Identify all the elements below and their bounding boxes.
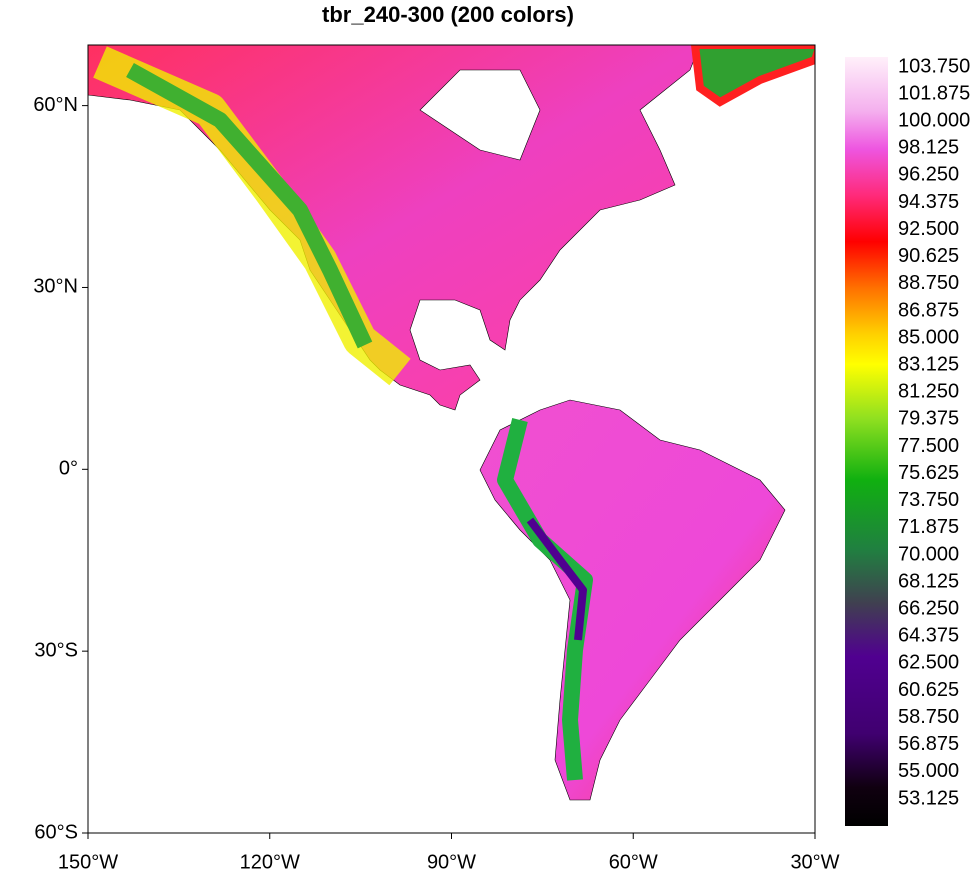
colorbar-label: 60.625 bbox=[898, 679, 959, 701]
colorbar-label: 98.125 bbox=[898, 137, 959, 159]
colorbar-label: 53.125 bbox=[898, 787, 959, 809]
land bbox=[88, 45, 815, 801]
colorbar bbox=[845, 57, 888, 826]
colorbar-label: 81.250 bbox=[898, 381, 959, 403]
colorbar-label: 64.375 bbox=[898, 625, 959, 647]
y-tick-label: 60°S bbox=[34, 821, 78, 843]
andes bbox=[497, 418, 593, 781]
greenland bbox=[690, 45, 815, 107]
x-tick-label: 120°W bbox=[240, 851, 300, 873]
y-tick-label: 60°N bbox=[33, 94, 78, 116]
colorbar-label: 94.375 bbox=[898, 191, 959, 213]
colorbar-label: 83.125 bbox=[898, 354, 959, 376]
colorbar-label: 71.875 bbox=[898, 516, 959, 538]
colorbar-label: 90.625 bbox=[898, 245, 959, 267]
colorbar-label: 92.500 bbox=[898, 218, 959, 240]
x-tick-label: 30°W bbox=[790, 851, 839, 873]
colorbar-label: 62.500 bbox=[898, 652, 959, 674]
x-tick-label: 150°W bbox=[58, 851, 118, 873]
colorbar-label: 66.250 bbox=[898, 598, 959, 620]
colorbar-label: 68.125 bbox=[898, 570, 959, 592]
x-tick-label: 90°W bbox=[427, 851, 476, 873]
colorbar-label: 55.000 bbox=[898, 760, 959, 782]
colorbar-label: 70.000 bbox=[898, 543, 959, 565]
colorbar-label: 56.875 bbox=[898, 733, 959, 755]
y-tick-label: 30°S bbox=[34, 639, 78, 661]
andes-high bbox=[526, 517, 587, 641]
colorbar-label: 77.500 bbox=[898, 435, 959, 457]
y-tick-label: 0° bbox=[59, 458, 78, 480]
colorbar-label: 86.875 bbox=[898, 299, 959, 321]
y-tick-label: 30°N bbox=[33, 276, 78, 298]
x-tick-label: 60°W bbox=[609, 851, 658, 873]
colorbar-label: 75.625 bbox=[898, 462, 959, 484]
colorbar-label: 79.375 bbox=[898, 408, 959, 430]
colorbar-label: 96.250 bbox=[898, 164, 959, 186]
rockies-high bbox=[126, 63, 373, 349]
hudson-bay bbox=[419, 69, 541, 161]
map-title: tbr_240-300 (200 colors) bbox=[322, 2, 574, 27]
colorbar-label: 85.000 bbox=[898, 326, 959, 348]
colorbar-label: 73.750 bbox=[898, 489, 959, 511]
colorbar-label: 58.750 bbox=[898, 706, 959, 728]
colorbar-label: 101.875 bbox=[898, 82, 970, 104]
colorbar-label: 103.750 bbox=[898, 55, 970, 77]
colorbar-label: 100.000 bbox=[898, 110, 970, 132]
colorbar-label: 88.750 bbox=[898, 272, 959, 294]
south-america bbox=[479, 399, 786, 801]
